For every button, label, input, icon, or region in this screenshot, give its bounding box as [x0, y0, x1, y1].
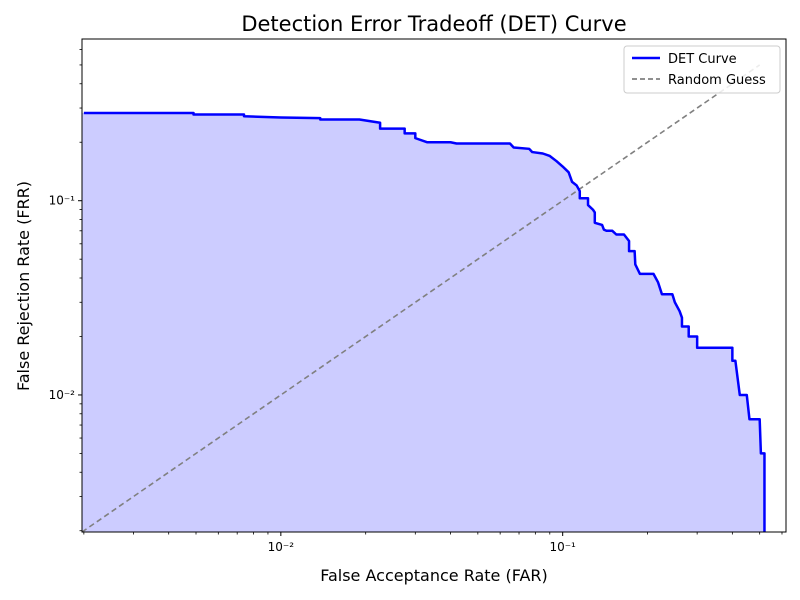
legend-box	[623, 45, 781, 94]
det-curve-line	[83, 111, 766, 532]
legend-det-label: DET Curve	[668, 52, 737, 67]
plot-area	[81, 64, 766, 533]
y-tick-label: 10⁻²	[49, 388, 76, 402]
x-tick-label: 10⁻¹	[549, 540, 576, 554]
legend: DET Curve Random Guess	[623, 45, 781, 94]
x-tick-label: 10⁻²	[268, 540, 295, 554]
plot-frame	[81, 38, 787, 533]
chart-title: Detection Error Tradeoff (DET) Curve	[241, 12, 626, 36]
legend-random-label: Random Guess	[668, 73, 766, 88]
y-tick-label: 10⁻¹	[49, 194, 76, 208]
y-axis-label: False Rejection Rate (FRR)	[14, 181, 33, 391]
axis-ticks: 10⁻² 10⁻¹ 10⁻² 10⁻¹	[49, 49, 783, 554]
random-guess-line	[81, 64, 761, 533]
x-axis-label: False Acceptance Rate (FAR)	[320, 566, 548, 585]
